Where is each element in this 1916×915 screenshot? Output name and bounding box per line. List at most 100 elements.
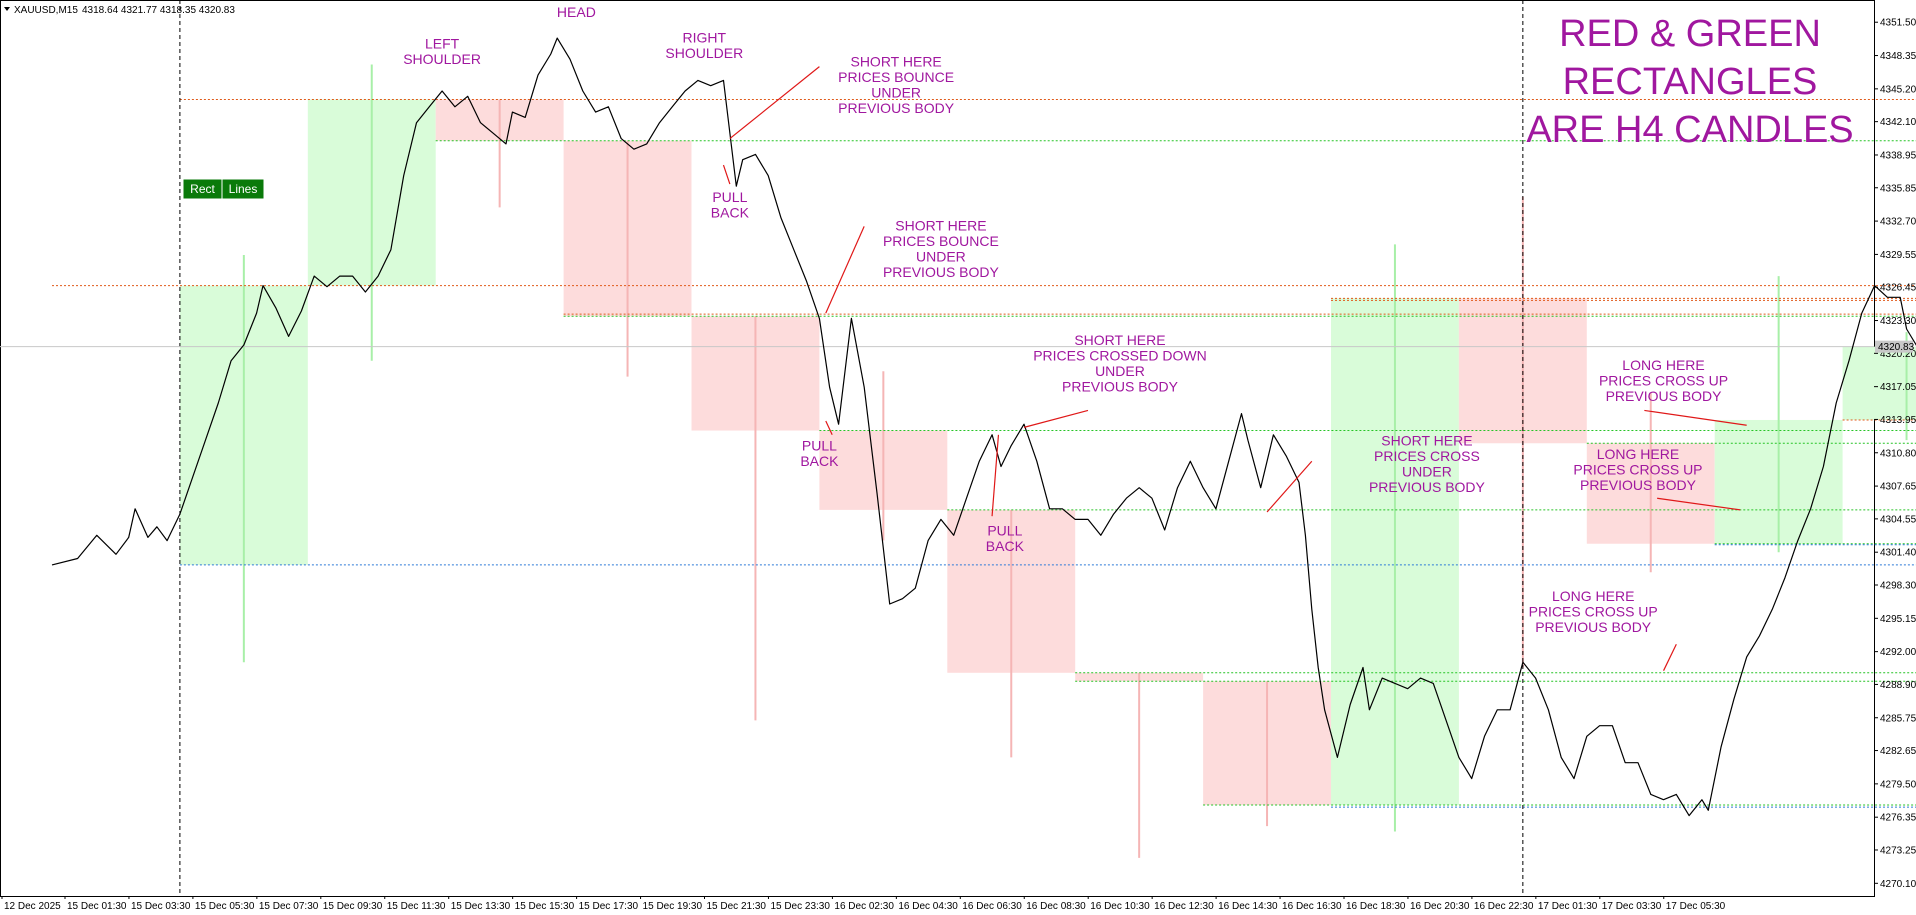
x-tick-label: 17 Dec 03:30: [1602, 901, 1662, 912]
x-tick-label: 16 Dec 16:30: [1282, 901, 1342, 912]
x-tick-label: 16 Dec 18:30: [1346, 901, 1406, 912]
annotation-pointer: [729, 66, 820, 140]
annotation-line: PULL: [802, 438, 837, 454]
y-tick-label: 4273.25: [1880, 845, 1916, 856]
annotation-line: SHOULDER: [665, 45, 743, 61]
big-label-line: ARE H4 CANDLES: [1526, 109, 1853, 151]
annotation-line: PRICES CROSS UP: [1599, 373, 1728, 389]
annotation-line: BACK: [800, 453, 839, 469]
annotation-line: UNDER: [916, 249, 966, 265]
annotation-line: RIGHT: [683, 29, 727, 45]
annotation-line: PREVIOUS BODY: [838, 100, 955, 116]
annotation-short-1: SHORT HERE PRICES BOUNCE UNDER PREVIOUS BOD…: [838, 54, 955, 117]
annotation-pointer: [825, 420, 833, 436]
x-tick-label: 16 Dec 02:30: [834, 901, 894, 912]
annotation-line: SHORT HERE: [895, 218, 986, 234]
button-background[interactable]: [221, 178, 265, 200]
x-tick-label: 12 Dec 2025: [4, 901, 61, 912]
y-tick-label: 4295.15: [1880, 614, 1916, 625]
y-tick-label: 4304.55: [1880, 514, 1916, 525]
y-tick-label: 4348.35: [1880, 51, 1916, 62]
annotation-line: PREVIOUS BODY: [1535, 619, 1652, 635]
annotation-right-shoulder: RIGHT SHOULDER: [665, 29, 743, 61]
annotation-long-2: LONG HERE PRICES CROSS UP PREVIOUS BODY: [1573, 446, 1702, 493]
annotation-left-shoulder: LEFT SHOULDER: [403, 36, 481, 68]
y-tick-label: 4301.40: [1880, 548, 1916, 559]
annotation-pointer: [1023, 409, 1089, 428]
x-tick-label: 15 Dec 21:30: [707, 901, 767, 912]
annotation-line: PREVIOUS BODY: [1062, 378, 1179, 394]
y-tick-label: 4329.55: [1880, 250, 1916, 261]
y-tick-label: 4310.80: [1880, 448, 1916, 459]
x-tick-label: 16 Dec 08:30: [1026, 901, 1086, 912]
annotation-line: PREVIOUS BODY: [1606, 388, 1723, 404]
x-tick-label: 15 Dec 05:30: [195, 901, 255, 912]
annotation-line: LEFT: [425, 36, 460, 52]
annotation-line: PULL: [712, 189, 747, 205]
dropdown-triangle-icon[interactable]: [4, 7, 10, 11]
y-tick-label: 4342.10: [1880, 117, 1916, 128]
y-tick-label: 4282.65: [1880, 746, 1916, 757]
annotation-line: PRICES CROSSED DOWN: [1033, 347, 1206, 363]
horizontal-levels: [52, 98, 1916, 808]
x-tick-label: 16 Dec 22:30: [1474, 901, 1534, 912]
annotation-line: LONG HERE: [1622, 357, 1704, 373]
x-tick-label: 15 Dec 15:30: [515, 901, 575, 912]
x-tick-label: 15 Dec 09:30: [323, 901, 383, 912]
button-label[interactable]: Rect: [190, 182, 215, 196]
annotation-line: PRICES CROSS UP: [1573, 462, 1702, 478]
y-tick-label: 4326.45: [1880, 283, 1916, 294]
rect-button[interactable]: Rect: [182, 178, 223, 200]
annotation-pointer: [991, 434, 1000, 517]
x-tick-label: 16 Dec 06:30: [962, 901, 1022, 912]
x-tick-label: 15 Dec 11:30: [387, 901, 446, 912]
y-tick-label: 4338.95: [1880, 150, 1916, 161]
annotation-line: PULL: [987, 522, 1022, 538]
x-axis: 12 Dec 2025 15 Dec 01:30 15 Dec 03:30 15 De…: [1, 896, 1726, 912]
annotation-long-1: LONG HERE PRICES CROSS UP PREVIOUS BODY: [1599, 357, 1728, 404]
annotation-pointers: [722, 66, 1747, 671]
button-label[interactable]: Lines: [229, 182, 258, 196]
x-tick-label: 15 Dec 17:30: [579, 901, 639, 912]
big-label: RED & GREEN RECTANGLES ARE H4 CANDLES: [1526, 13, 1853, 151]
annotation-short-4: SHORT HERE PRICES CROSS UNDER PREVIOUS BODY: [1369, 432, 1486, 495]
annotation-line: PRICES BOUNCE: [883, 233, 999, 249]
price-line-series[interactable]: [51, 37, 1916, 817]
annotation-pointer: [722, 164, 731, 185]
x-tick-label: 15 Dec 07:30: [259, 901, 319, 912]
y-tick-label: 4288.90: [1880, 680, 1916, 691]
y-tick-label: 4276.35: [1880, 813, 1916, 824]
annotation-line: BACK: [986, 538, 1025, 554]
x-tick-label: 17 Dec 01:30: [1538, 901, 1598, 912]
x-tick-label: 15 Dec 13:30: [451, 901, 511, 912]
annotation-short-3: SHORT HERE PRICES CROSSED DOWN UNDER PREVIO…: [1033, 332, 1206, 395]
annotation-short-2: SHORT HERE PRICES BOUNCE UNDER PREVIOUS BOD…: [883, 218, 1000, 281]
current-price-label: 4320.83: [1878, 342, 1915, 353]
y-tick-label: 4335.85: [1880, 183, 1916, 194]
annotation-line: PRICES CROSS: [1374, 448, 1480, 464]
annotation-pullback-3: PULL BACK: [986, 522, 1025, 554]
annotation-line: PRICES BOUNCE: [838, 69, 954, 85]
symbol-label: XAUUSD,M15: [14, 5, 78, 16]
annotation-long-3: LONG HERE PRICES CROSS UP PREVIOUS BODY: [1529, 588, 1658, 635]
annotation-pointer: [1662, 643, 1677, 671]
annotation-line: SHORT HERE: [1074, 332, 1165, 348]
y-tick-label: 4313.95: [1880, 415, 1916, 426]
x-tick-label: 16 Dec 20:30: [1410, 901, 1470, 912]
annotation-pointer: [1266, 460, 1313, 513]
big-label-line: RED & GREEN: [1559, 13, 1821, 55]
annotation-line: PREVIOUS BODY: [1369, 479, 1486, 495]
x-tick-label: 15 Dec 01:30: [67, 901, 127, 912]
x-tick-label: 15 Dec 03:30: [131, 901, 191, 912]
lines-button[interactable]: Lines: [221, 178, 265, 200]
y-tick-label: 4307.65: [1880, 482, 1916, 493]
annotation-line: PREVIOUS BODY: [883, 264, 1000, 280]
annotation-pointer: [1644, 409, 1747, 426]
y-tick-label: 4345.20: [1880, 84, 1916, 95]
annotation-pointer: [825, 226, 865, 314]
y-tick-label: 4332.70: [1880, 217, 1916, 228]
current-price-badge: [1875, 340, 1913, 353]
